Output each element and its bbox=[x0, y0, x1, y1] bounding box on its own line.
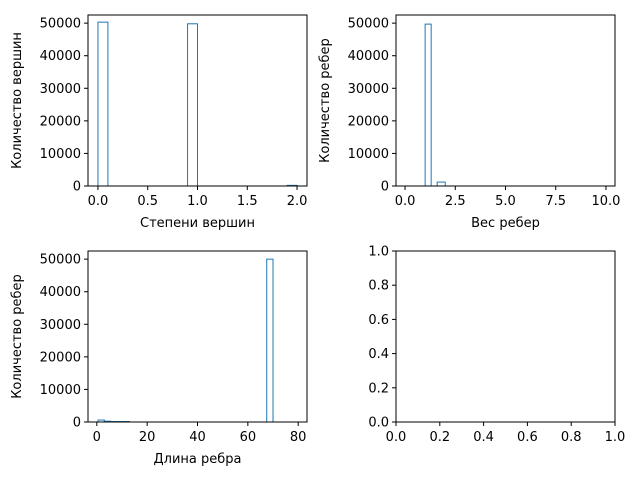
x-tick-label: 0.8 bbox=[561, 430, 582, 445]
x-axis-label: Длина ребра bbox=[154, 452, 242, 467]
x-tick-label: 0.0 bbox=[386, 430, 407, 445]
y-axis-label: Количество ребер bbox=[318, 38, 333, 163]
y-tick-label: 0.2 bbox=[368, 381, 389, 396]
y-tick-label: 0.0 bbox=[368, 416, 389, 431]
x-tick-label: 40 bbox=[189, 430, 206, 445]
x-tick-label: 7.5 bbox=[545, 194, 566, 209]
y-tick-label: 1.0 bbox=[368, 245, 389, 260]
x-tick-label: 2.5 bbox=[445, 194, 466, 209]
y-tick-label: 30000 bbox=[40, 82, 81, 97]
subplot-2: 0.0 2.5 5.0 7.5 10.0 0 10000 20000 30000 40000 500… bbox=[318, 14, 620, 231]
x-tick-label: 1.5 bbox=[237, 194, 258, 209]
y-tick-label: 0 bbox=[73, 416, 81, 431]
y-tick-label: 20000 bbox=[40, 114, 81, 129]
x-axis-label: Вес ребер bbox=[471, 216, 540, 231]
subplot-4: 0.0 0.2 0.4 0.6 0.8 1.0 0.0 0.2 0.4 0.6 0.8 1.0 bbox=[368, 245, 625, 446]
x-tick-label: 10.0 bbox=[591, 194, 620, 209]
histogram-bar bbox=[436, 181, 446, 187]
y-tick-label: 30000 bbox=[40, 318, 81, 333]
y-tick-label: 0.4 bbox=[368, 347, 389, 362]
y-tick-label: 50000 bbox=[348, 17, 389, 32]
x-tick-label: 2.0 bbox=[287, 194, 308, 209]
x-tick-label: 0.0 bbox=[88, 194, 109, 209]
y-tick-label: 10000 bbox=[348, 147, 389, 162]
axes-frame bbox=[87, 14, 308, 187]
x-axis-label: Степени вершин bbox=[140, 216, 255, 231]
y-tick-label: 40000 bbox=[40, 49, 81, 64]
y-tick-label: 20000 bbox=[348, 114, 389, 129]
histogram-bar bbox=[187, 23, 199, 187]
y-tick-label: 40000 bbox=[348, 49, 389, 64]
x-tick-label: 1.0 bbox=[187, 194, 208, 209]
y-axis-label: Количество ребер bbox=[10, 274, 25, 399]
y-tick-label: 50000 bbox=[40, 253, 81, 268]
y-tick-label: 0 bbox=[381, 180, 389, 195]
y-tick-label: 10000 bbox=[40, 383, 81, 398]
axes-frame bbox=[395, 14, 616, 187]
axes-frame bbox=[395, 250, 616, 423]
y-axis-label: Количество вершин bbox=[10, 32, 25, 169]
y-tick-label: 20000 bbox=[40, 350, 81, 365]
y-tick-label: 40000 bbox=[40, 285, 81, 300]
y-tick-label: 30000 bbox=[348, 82, 389, 97]
x-tick-label: 0.0 bbox=[395, 194, 416, 209]
x-tick-label: 20 bbox=[139, 430, 156, 445]
x-tick-label: 0.2 bbox=[429, 430, 450, 445]
y-tick-label: 0.8 bbox=[368, 279, 389, 294]
histogram-bar bbox=[266, 258, 274, 423]
y-tick-label: 0.6 bbox=[368, 313, 389, 328]
y-tick-label: 0 bbox=[73, 180, 81, 195]
subplot-3: 0 20 40 60 80 0 10000 20000 30000 40000 50000 Длина… bbox=[10, 250, 308, 467]
y-tick-label: 50000 bbox=[40, 17, 81, 32]
x-tick-label: 5.0 bbox=[495, 194, 516, 209]
x-tick-label: 0 bbox=[93, 430, 101, 445]
y-tick-label: 10000 bbox=[40, 147, 81, 162]
x-tick-label: 0.5 bbox=[137, 194, 158, 209]
axes-frame bbox=[87, 250, 308, 423]
x-tick-label: 0.4 bbox=[473, 430, 494, 445]
x-tick-label: 80 bbox=[290, 430, 307, 445]
subplot-1: 0.0 0.5 1.0 1.5 2.0 0 10000 20000 30000 40000 5000… bbox=[10, 14, 308, 231]
x-tick-label: 0.6 bbox=[517, 430, 538, 445]
histogram-bar bbox=[97, 21, 109, 187]
histogram-bar bbox=[424, 23, 432, 187]
x-tick-label: 1.0 bbox=[605, 430, 626, 445]
x-tick-label: 60 bbox=[240, 430, 257, 445]
